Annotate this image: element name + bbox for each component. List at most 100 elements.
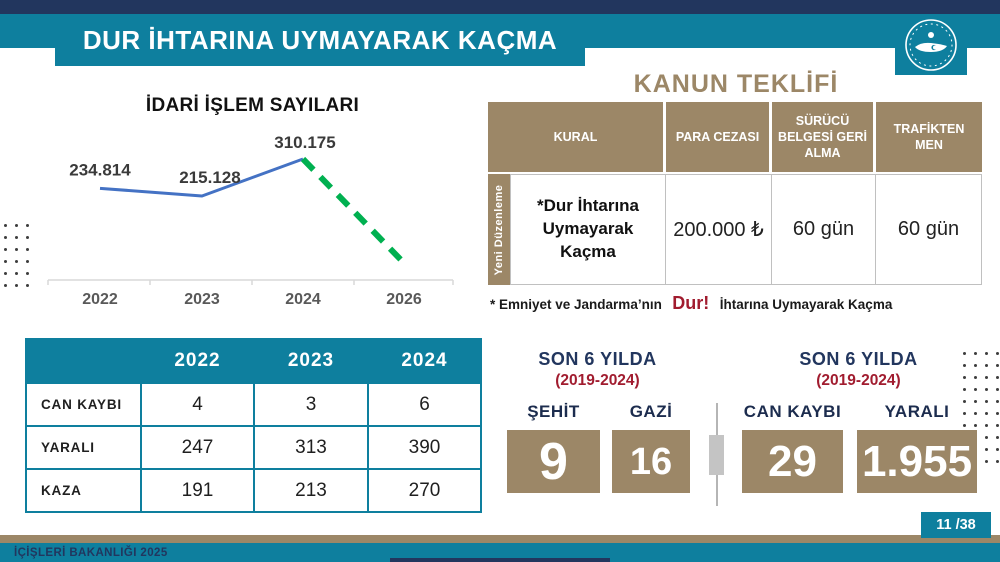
dot (985, 352, 988, 355)
dot (4, 248, 7, 251)
dot (26, 224, 29, 227)
x-axis-label: 2026 (386, 291, 422, 308)
casualty-header-row: 2022 2023 2024 (25, 338, 482, 384)
dot (15, 272, 18, 275)
dot (974, 376, 977, 379)
x-axis-label: 2024 (285, 291, 321, 308)
law-fine-cell: 200.000 ₺ (666, 174, 772, 285)
dot (963, 412, 966, 415)
casualty-header-2024: 2024 (367, 338, 482, 384)
dot (985, 364, 988, 367)
admin-actions-chart-title: İDARİ İŞLEM SAYILARI (145, 95, 360, 116)
footer-navy-notch (390, 558, 610, 562)
law-footnote: * Emniyet ve Jandarma’nın Dur! İhtarına … (490, 293, 990, 314)
cell-value: 270 (367, 468, 482, 513)
dot (974, 388, 977, 391)
dot (4, 260, 7, 263)
law-col-para-cezasi: PARA CEZASI (666, 102, 772, 172)
cell-value: 6 (367, 382, 482, 427)
dot (996, 364, 999, 367)
dot (4, 224, 7, 227)
dot (15, 260, 18, 263)
law-ban-cell: 60 gün (876, 174, 982, 285)
table-row-yarali: YARALI 247 313 390 (25, 425, 482, 470)
dot (15, 224, 18, 227)
cell-value: 247 (140, 425, 255, 470)
cell-value: 3 (253, 382, 369, 427)
cell-value: 213 (253, 468, 369, 513)
dot (996, 352, 999, 355)
dot (963, 424, 966, 427)
dot (985, 436, 988, 439)
dot (985, 388, 988, 391)
data-label: 310.175 (274, 133, 335, 152)
dot (26, 260, 29, 263)
law-rule-cell: *Dur İhtarına Uymayarak Kaçma (510, 174, 666, 285)
summary-left-subtitle: (2019-2024) (555, 372, 640, 389)
row-label: YARALI (25, 425, 142, 470)
dot (996, 376, 999, 379)
dot (996, 412, 999, 415)
dot (996, 448, 999, 451)
summary-right-subtitle: (2019-2024) (816, 372, 901, 389)
stat-box-gazi: 16 (612, 430, 690, 493)
dot (15, 248, 18, 251)
stat-box-yarali: 1.955 (857, 430, 977, 493)
dot (15, 236, 18, 239)
law-table-header-row: KURAL PARA CEZASI SÜRÜCÜ BELGESİ GERİ AL… (488, 102, 982, 172)
footer-bar: İÇİŞLERİ BAKANLIĞI 2025 (0, 543, 1000, 562)
dot (26, 236, 29, 239)
dot (26, 272, 29, 275)
row-label: KAZA (25, 468, 142, 513)
dot (974, 364, 977, 367)
idari-islem-chart: 234.814 215.128 310.175 2022 2023 2024 2026 (47, 133, 454, 308)
stat-label-sehit: ŞEHİT (527, 402, 580, 421)
dot (26, 248, 29, 251)
cell-value: 313 (253, 425, 369, 470)
dot (974, 412, 977, 415)
data-label: 215.128 (179, 168, 240, 187)
casualty-header-2023: 2023 (253, 338, 369, 384)
stat-value-can-kaybi: 29 (768, 436, 817, 486)
row-label: CAN KAYBI (25, 382, 142, 427)
dot (996, 460, 999, 463)
dot (974, 400, 977, 403)
table-row-kaza: KAZA 191 213 270 (25, 468, 482, 513)
footer-tan-stripe (0, 535, 1000, 543)
summary-right-title: SON 6 YILDA (799, 349, 918, 369)
x-axis-label: 2022 (82, 291, 118, 308)
table-row-can-kaybi: CAN KAYBI 4 3 6 (25, 382, 482, 427)
cell-value: 390 (367, 425, 482, 470)
stat-label-yarali: YARALI (884, 402, 950, 421)
law-rowgroup-strip: Yeni Düzenleme (488, 174, 510, 285)
dot (963, 364, 966, 367)
dot (985, 448, 988, 451)
dot (985, 424, 988, 427)
law-table-body-row: Yeni Düzenleme *Dur İhtarına Uymayarak K… (488, 174, 982, 285)
law-col-trafikten-men: TRAFİKTEN MEN (876, 102, 982, 172)
casualty-header-empty (25, 338, 142, 384)
dot (963, 376, 966, 379)
dot (974, 424, 977, 427)
stat-value-sehit: 9 (539, 432, 568, 491)
law-footnote-suffix: İhtarına Uymayarak Kaçma (719, 297, 893, 312)
left-dots-decoration (4, 224, 37, 296)
law-rowgroup-label: Yeni Düzenleme (493, 184, 505, 275)
law-license-cell: 60 gün (772, 174, 876, 285)
stat-label-can-kaybi: CAN KAYBI (743, 402, 842, 421)
x-axis-label: 2023 (184, 291, 220, 308)
dot (985, 400, 988, 403)
summary-divider-handle (709, 435, 724, 475)
page-number-badge: 11 /38 (921, 512, 991, 538)
dot (996, 400, 999, 403)
dot (996, 436, 999, 439)
admin-actions-line (99, 157, 304, 198)
stat-label-gazi: GAZİ (629, 402, 673, 421)
dot (996, 388, 999, 391)
projection-dashed-line (300, 156, 407, 266)
dot (985, 376, 988, 379)
law-footnote-highlight: Dur! (672, 293, 710, 313)
top-navy-bar (0, 0, 1000, 14)
ministry-emblem-icon (905, 18, 957, 71)
